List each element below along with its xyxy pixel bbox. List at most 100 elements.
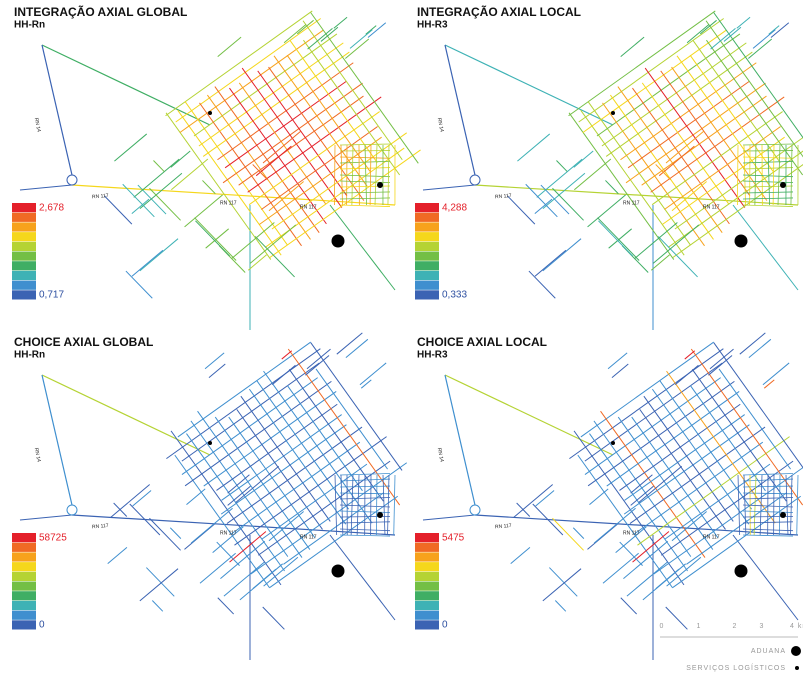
street [231, 442, 360, 534]
street [640, 409, 726, 529]
street [552, 518, 583, 550]
legend-swatch [12, 213, 36, 222]
road-label: RN 117 [220, 200, 237, 206]
street [445, 375, 613, 455]
street [733, 205, 798, 290]
street [340, 535, 390, 536]
road-label: RN 117 [703, 204, 720, 210]
street [637, 437, 789, 546]
street [303, 21, 402, 160]
street [445, 45, 613, 125]
street [445, 45, 475, 175]
street [634, 442, 763, 534]
street [719, 369, 791, 469]
street [574, 151, 593, 167]
street [42, 375, 210, 455]
street [203, 52, 349, 156]
servicos-point [377, 512, 383, 518]
legend-swatch [12, 222, 36, 231]
legend-min: 0,717 [39, 290, 64, 301]
street [692, 369, 786, 501]
street [738, 475, 740, 535]
road-label: RN 14 [436, 447, 445, 462]
street [555, 601, 565, 612]
scale-bar: 01234 kmADUANASERVIÇOS LOGÍSTICOS [660, 623, 803, 672]
street [743, 181, 793, 183]
scale-tick-label: 1 [697, 623, 702, 630]
legend-swatch [12, 552, 36, 561]
scale-tick-label: 3 [760, 623, 765, 630]
street [634, 223, 677, 259]
street [621, 37, 644, 57]
aduana-point [735, 565, 748, 578]
street [714, 343, 803, 471]
street [316, 369, 388, 469]
legend-swatch [415, 533, 439, 542]
street [104, 196, 131, 224]
street [311, 343, 402, 471]
legend-swatch [12, 242, 36, 251]
street [581, 110, 684, 255]
street [340, 205, 390, 207]
street [175, 455, 270, 588]
street [239, 96, 364, 185]
street [569, 349, 723, 459]
street [743, 192, 793, 193]
street [133, 491, 151, 507]
legend-swatch [12, 232, 36, 241]
street [351, 475, 353, 535]
street [581, 342, 714, 437]
street [132, 250, 163, 276]
legend-swatch [12, 620, 36, 629]
legend-swatch [12, 271, 36, 280]
legend-swatch [415, 543, 439, 552]
street [773, 145, 774, 205]
street [388, 145, 389, 205]
street [589, 489, 608, 505]
street [625, 415, 745, 501]
street [645, 68, 745, 208]
street [171, 159, 208, 190]
street [594, 508, 635, 543]
key-servicos: SERVIÇOS LOGÍSTICOS [686, 663, 786, 672]
servicos-point [208, 441, 212, 445]
street [708, 355, 732, 375]
street [217, 542, 240, 566]
street [609, 229, 632, 248]
street [743, 198, 793, 199]
street [234, 437, 386, 546]
panel-subtitle: HH-R3 [417, 20, 448, 31]
street [608, 353, 627, 369]
map-figure: 01234 kmADUANASERVIÇOS LOGÍSTICOS RN 14 R… [0, 0, 803, 675]
street [178, 342, 311, 437]
street [743, 205, 793, 207]
street [598, 218, 640, 261]
street [340, 144, 390, 145]
street [556, 160, 567, 171]
street [149, 518, 180, 550]
legend-max: 2,678 [39, 203, 64, 214]
road-label: RN 117 [300, 204, 317, 210]
street [743, 144, 793, 145]
legend-swatch [415, 552, 439, 561]
panel-title: CHOICE AXIAL LOCAL [417, 335, 547, 349]
legend-swatch [12, 562, 36, 571]
panel-title: INTEGRAÇÃO AXIAL LOCAL [417, 4, 581, 19]
road-label: RN 117 [495, 523, 512, 530]
road-label: RN 117 [300, 534, 317, 540]
street [185, 195, 223, 227]
street [573, 528, 584, 539]
roundabout [470, 505, 480, 515]
street [209, 364, 225, 378]
map-panel: RN 14RN 117RN 117RN 117INTEGRAÇÃO AXIAL … [12, 4, 421, 330]
street [375, 145, 377, 205]
street [284, 24, 306, 42]
street [330, 205, 395, 290]
street [170, 528, 181, 539]
street [108, 547, 127, 563]
road-label: RN 117 [495, 193, 512, 200]
legend-min: 0,333 [442, 290, 467, 301]
legend-swatch [415, 601, 439, 610]
street [621, 598, 637, 614]
